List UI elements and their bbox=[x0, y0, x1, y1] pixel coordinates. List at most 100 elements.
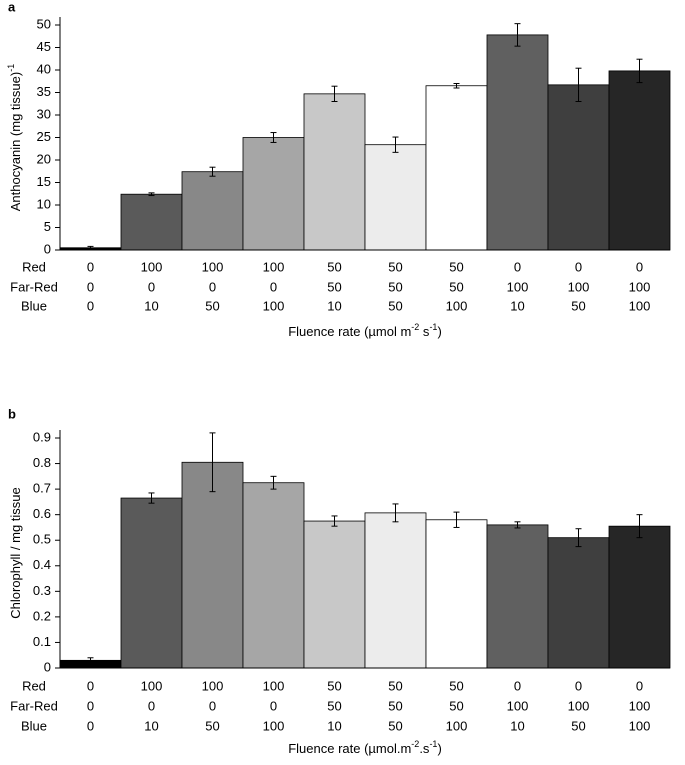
category-label: 100 bbox=[263, 298, 285, 313]
category-label: 50 bbox=[388, 259, 402, 274]
error-bar bbox=[148, 192, 155, 197]
bar bbox=[425, 519, 488, 669]
category-label: 50 bbox=[571, 718, 585, 733]
text-part: Fluence rate (µmol m bbox=[288, 324, 411, 339]
row-label: Far-Red bbox=[10, 279, 58, 294]
text-part: Fluence rate (µmol.m bbox=[288, 741, 411, 756]
category-label: 0 bbox=[270, 279, 277, 294]
category-label: 100 bbox=[629, 698, 651, 713]
row-label: Blue bbox=[21, 298, 47, 313]
superscript: -1 bbox=[6, 64, 16, 72]
axis-title: Chlorophyll / mg tissue bbox=[8, 487, 23, 619]
error-bar bbox=[270, 132, 277, 143]
panel-label: a bbox=[8, 0, 16, 14]
category-label: 0 bbox=[148, 698, 155, 713]
category-label: 0 bbox=[636, 678, 643, 693]
category-label: 0 bbox=[148, 279, 155, 294]
category-label: 100 bbox=[446, 298, 468, 313]
row-label: Blue bbox=[21, 718, 47, 733]
axis-title: Anthocyanin (mg tissue)-1 bbox=[6, 64, 23, 211]
category-label: 50 bbox=[205, 718, 219, 733]
category-label: 0 bbox=[87, 678, 94, 693]
y-tick-label: 0.3 bbox=[33, 583, 51, 598]
category-label: 100 bbox=[629, 718, 651, 733]
y-tick-label: 15 bbox=[37, 174, 51, 189]
bar bbox=[181, 461, 244, 669]
error-bar bbox=[575, 528, 582, 548]
superscript: -2 bbox=[411, 739, 419, 749]
category-label: 0 bbox=[514, 259, 521, 274]
error-bar bbox=[453, 83, 460, 89]
text-part: Chlorophyll / mg tissue bbox=[8, 487, 23, 619]
row-label: Red bbox=[22, 259, 46, 274]
text-part: Anthocyanin (mg tissue) bbox=[8, 72, 23, 211]
error-bar bbox=[636, 58, 643, 84]
category-label: 10 bbox=[144, 298, 158, 313]
category-label: 50 bbox=[327, 698, 341, 713]
panel-label: b bbox=[8, 406, 16, 421]
category-label: 0 bbox=[87, 259, 94, 274]
y-tick-label: 0.2 bbox=[33, 608, 51, 623]
superscript: -1 bbox=[429, 322, 437, 332]
bar bbox=[181, 171, 244, 251]
category-label: 100 bbox=[141, 678, 163, 693]
bar bbox=[608, 70, 671, 251]
category-label: 50 bbox=[388, 718, 402, 733]
category-label: 10 bbox=[144, 718, 158, 733]
category-label: 0 bbox=[87, 298, 94, 313]
y-tick-label: 40 bbox=[37, 61, 51, 76]
bar bbox=[608, 525, 671, 669]
bar bbox=[303, 520, 366, 669]
row-label: Red bbox=[22, 678, 46, 693]
y-tick-label: 10 bbox=[37, 196, 51, 211]
category-label: 50 bbox=[388, 279, 402, 294]
y-tick-label: 20 bbox=[37, 151, 51, 166]
bar bbox=[547, 84, 610, 251]
bar bbox=[547, 537, 610, 669]
bar bbox=[120, 497, 183, 669]
bar bbox=[242, 137, 305, 251]
category-label: 50 bbox=[327, 279, 341, 294]
text-part: .s bbox=[419, 741, 430, 756]
category-label: 0 bbox=[575, 678, 582, 693]
row-label: Far-Red bbox=[10, 698, 58, 713]
bar bbox=[303, 93, 366, 251]
axis-title: Fluence rate (µmol m-2 s-1) bbox=[288, 322, 442, 339]
category-label: 100 bbox=[202, 678, 224, 693]
category-label: 50 bbox=[449, 698, 463, 713]
y-tick-label: 0.5 bbox=[33, 532, 51, 547]
category-label: 10 bbox=[327, 298, 341, 313]
error-bar bbox=[87, 245, 94, 250]
y-tick-label: 5 bbox=[44, 219, 51, 234]
category-label: 0 bbox=[87, 718, 94, 733]
category-label: 50 bbox=[327, 678, 341, 693]
category-label: 10 bbox=[510, 718, 524, 733]
y-tick-label: 45 bbox=[37, 39, 51, 54]
bar bbox=[242, 482, 305, 669]
category-label: 100 bbox=[568, 698, 590, 713]
category-label: 100 bbox=[141, 259, 163, 274]
category-label: 100 bbox=[202, 259, 224, 274]
category-label: 50 bbox=[327, 259, 341, 274]
category-label: 50 bbox=[388, 298, 402, 313]
category-label: 100 bbox=[568, 279, 590, 294]
category-label: 0 bbox=[87, 279, 94, 294]
y-tick-label: 0.1 bbox=[33, 634, 51, 649]
error-bar bbox=[392, 136, 399, 153]
bar bbox=[486, 524, 549, 669]
y-tick-label: 0 bbox=[44, 659, 51, 674]
y-tick-label: 50 bbox=[37, 16, 51, 31]
bar bbox=[364, 512, 427, 669]
category-label: 0 bbox=[270, 698, 277, 713]
error-bar bbox=[209, 166, 216, 177]
category-label: 100 bbox=[629, 298, 651, 313]
error-bar bbox=[575, 67, 582, 102]
y-tick-label: 0.6 bbox=[33, 506, 51, 521]
y-tick-label: 30 bbox=[37, 106, 51, 121]
y-tick-label: 25 bbox=[37, 129, 51, 144]
category-label: 100 bbox=[263, 259, 285, 274]
category-label: 50 bbox=[449, 678, 463, 693]
y-tick-label: 0.8 bbox=[33, 455, 51, 470]
category-label: 50 bbox=[388, 698, 402, 713]
